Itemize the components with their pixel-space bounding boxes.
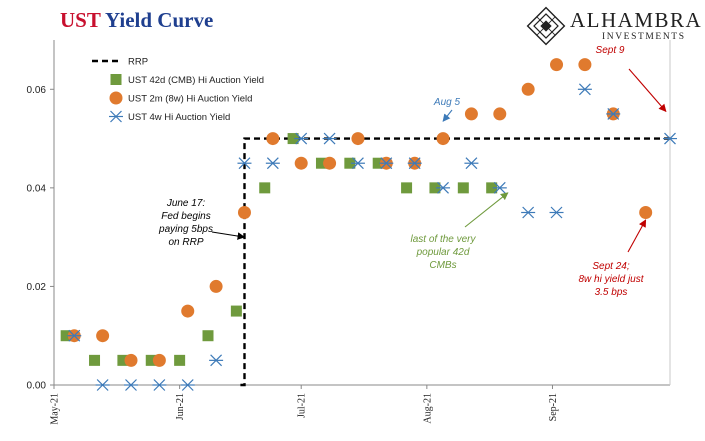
cmb42-point — [117, 354, 129, 366]
bill4w-point — [237, 157, 252, 170]
cmb42-point — [401, 182, 413, 194]
annotation-text: Aug 5 — [433, 97, 461, 108]
bill2m-point — [436, 132, 450, 146]
bill2m-point — [351, 132, 365, 146]
title-yield-curve: Yield Curve — [104, 8, 214, 32]
legend-label: RRP — [128, 57, 148, 68]
y-tick-label: 0.06 — [27, 85, 47, 96]
cmb42-point — [202, 330, 214, 342]
bill2m-point — [521, 82, 535, 96]
bill4w-point — [549, 206, 564, 219]
bill2m-point — [493, 107, 507, 121]
bill4w-point — [124, 379, 138, 391]
bill4w-point — [350, 157, 365, 170]
y-tick-label: 0.02 — [27, 282, 47, 293]
bill2m-point — [639, 206, 653, 219]
legend-swatch-asterisk — [109, 110, 123, 123]
bill4w-point — [663, 132, 677, 145]
bill2m-point — [209, 279, 223, 293]
x-tick-label: Sep-21 — [548, 393, 559, 421]
cmb42-point — [259, 182, 271, 194]
bill4w-point — [265, 157, 280, 170]
y-tick-label: 0.04 — [27, 183, 47, 194]
annotation-arrow — [211, 231, 246, 240]
cmb42-point — [60, 330, 72, 342]
bill2m-point — [464, 107, 478, 121]
cmb42-point — [486, 182, 498, 194]
bill4w-point — [521, 206, 536, 219]
bill2m-point — [237, 206, 251, 219]
annotation-arrow — [442, 109, 453, 122]
cmb42-point — [230, 305, 242, 317]
x-tick-label: Aug-21 — [422, 393, 433, 424]
bill2m-point — [124, 353, 138, 367]
alhambra-logo: ALHAMBRA INVESTMENTS — [526, 6, 705, 46]
bill4w-point — [209, 354, 224, 367]
annotation-text: Sept 9 — [596, 45, 625, 56]
legend-swatch-circle — [109, 91, 123, 105]
rrp-line — [240, 137, 670, 387]
bill4w-point — [67, 329, 82, 342]
logo-subtitle: INVESTMENTS — [602, 32, 686, 42]
annotations: June 17: Fed begins paying 5bps on RRP Aug 5… — [158, 45, 667, 298]
legend-swatch-square — [110, 74, 122, 85]
annotation-text: last of the very popular 42d CMBs — [410, 234, 476, 271]
bill4w-point — [436, 181, 451, 194]
legend-label: UST 42d (CMB) Hi Auction Yield — [128, 75, 264, 86]
cmb42-point — [145, 354, 157, 366]
cmb42-point — [344, 157, 356, 169]
bill4w-point — [152, 379, 167, 391]
bill4w-point — [379, 157, 394, 170]
bill2m-point — [152, 353, 166, 367]
cmb42-point — [457, 182, 469, 194]
annotation-arrow — [627, 219, 647, 253]
bill2m-point — [181, 304, 195, 318]
bill2m-point — [294, 156, 308, 170]
annotation-text: June 17: Fed begins paying 5bps on RRP — [158, 198, 213, 248]
axes: 0.00 0.02 0.04 0.06 May-21 Jun-21 Jul-21 Aug-21… — [27, 40, 671, 425]
bill4w-point — [294, 132, 309, 145]
x-tick-label: May-21 — [50, 393, 61, 425]
bill2m-point — [323, 156, 337, 170]
bill2m-point — [578, 58, 592, 72]
bill4w-point — [577, 83, 592, 96]
bill4w-point — [95, 379, 110, 391]
cmb42-point — [429, 182, 441, 194]
cmb42-point — [287, 133, 299, 145]
legend-label: UST 2m (8w) Hi Auction Yield — [128, 94, 252, 105]
bill4w-point — [322, 132, 337, 145]
bill4w-point — [492, 181, 507, 194]
bill4w-point — [606, 108, 621, 120]
series-layer — [60, 58, 677, 391]
annotation-text: Sept 24; 8w hi yield just 3.5 bps — [578, 261, 644, 298]
annotation-arrow — [628, 68, 667, 113]
x-tick-label: Jun-21 — [175, 393, 186, 420]
bill4w-point — [407, 157, 422, 170]
bill4w-point — [180, 379, 195, 391]
cmb42-point — [315, 157, 327, 169]
legend: RRP UST 42d (CMB) Hi Auction Yield UST 2m … — [92, 57, 264, 123]
bill2m-point — [96, 329, 110, 343]
bill2m-point — [550, 58, 564, 72]
cmb42-point — [372, 157, 384, 169]
page-title: UST Yield Curve — [60, 8, 213, 33]
legend-label: UST 4w Hi Auction Yield — [128, 112, 230, 123]
cmb42-point — [89, 354, 101, 366]
bill2m-point — [266, 132, 280, 146]
bill4w-point — [464, 157, 479, 170]
x-tick-label: Jul-21 — [297, 393, 308, 418]
annotation-arrow — [464, 192, 509, 228]
diamond-logo-icon — [526, 6, 566, 46]
y-tick-label: 0.00 — [27, 381, 47, 392]
logo-name: ALHAMBRA — [570, 8, 703, 32]
title-ust: UST — [60, 8, 101, 32]
cmb42-point — [174, 354, 186, 366]
